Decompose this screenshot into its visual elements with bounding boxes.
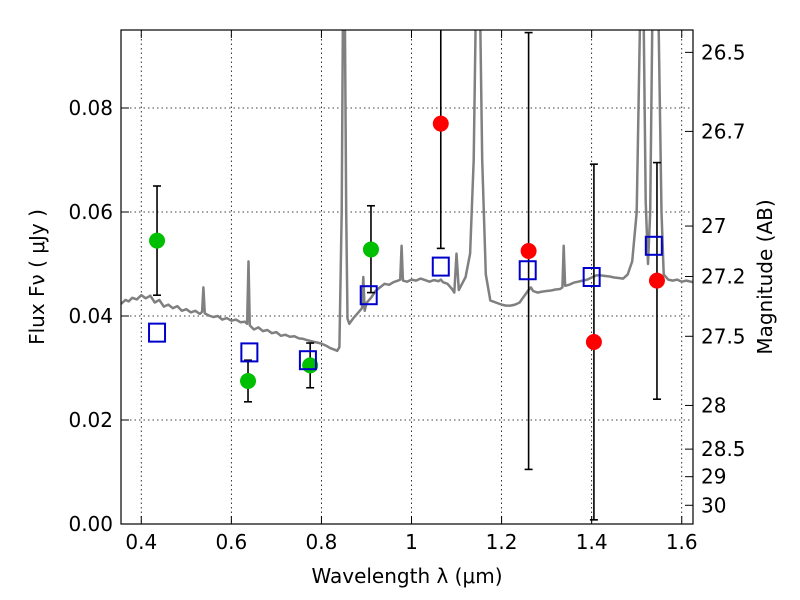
mag-tick-label: 29 [701, 465, 726, 489]
mag-tick-label: 27.2 [701, 264, 746, 288]
x-tick-label: 1 [405, 530, 418, 554]
mag-tick-label: 26.7 [701, 119, 746, 143]
green-data-point [149, 232, 166, 249]
model-square-point [582, 267, 601, 287]
model-square-point [431, 256, 450, 277]
x-tick-label: 0.4 [125, 530, 157, 554]
model-square-point [518, 260, 537, 281]
x-tick-label: 1.2 [486, 530, 518, 554]
y-axis-title: Flux Fν ( μJy ) [25, 209, 49, 345]
x-tick-label: 1.4 [576, 530, 608, 554]
green-data-point [362, 241, 379, 258]
x-tick-label: 0.8 [306, 530, 338, 554]
x-axis-title: Wavelength λ (μm) [311, 564, 502, 588]
mag-tick-label: 30 [701, 493, 726, 517]
plot-frame [120, 29, 694, 525]
y-tick-label: 0.02 [68, 408, 113, 432]
mag-tick-label: 28.5 [701, 437, 746, 461]
y-tick-label: 0.00 [68, 512, 113, 536]
green-data-point [240, 373, 257, 389]
mag-tick-label: 28 [701, 393, 726, 417]
red-data-point [520, 243, 537, 259]
model-square-point [359, 285, 378, 306]
model-spectrum-line [121, 30, 693, 353]
model-square-point [644, 235, 663, 256]
model-square-point [298, 350, 317, 371]
model-square-point [240, 342, 259, 363]
x-tick-label: 1.6 [666, 530, 698, 554]
y-tick-label: 0.04 [68, 304, 113, 328]
x-tick-label: 0.6 [215, 530, 247, 554]
y-tick-label: 0.06 [68, 200, 113, 224]
mag-tick-label: 27.5 [701, 324, 746, 348]
y2-axis-title: Magnitude (AB) [753, 199, 777, 354]
red-data-point [648, 272, 665, 289]
red-data-point [432, 115, 449, 132]
red-data-point [585, 334, 602, 350]
axes: 0.4 0.6 0.8 1 1.2 1.4 1.6 0.00 0.02 0.04 0.06 0.08 2… [68, 30, 746, 554]
mag-tick-label: 27 [701, 214, 726, 238]
mag-tick-label: 26.5 [701, 40, 746, 64]
plot-area [121, 30, 693, 521]
y-tick-label: 0.08 [68, 96, 113, 120]
model-square-point [148, 322, 167, 343]
